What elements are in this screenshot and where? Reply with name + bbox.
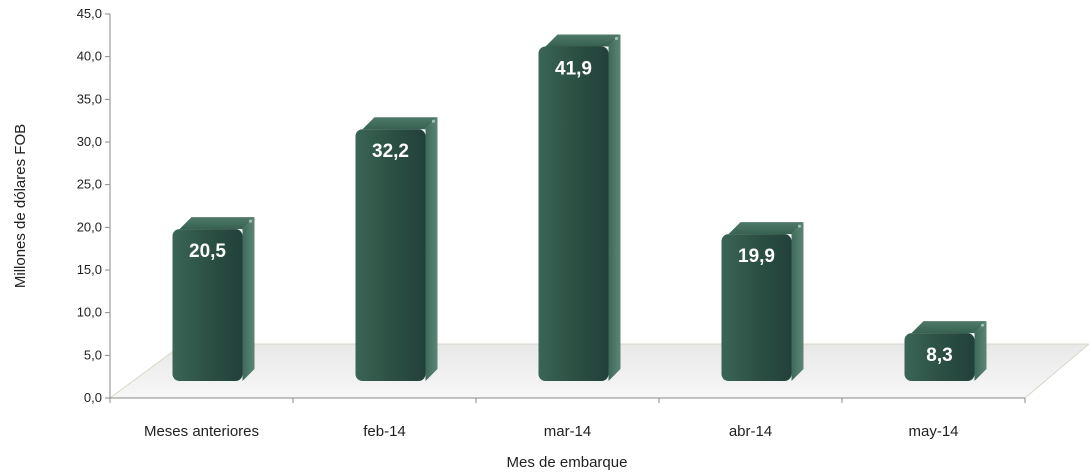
y-axis-ticks: 0,0 5,0 10,0 15,0 20,0 25,0 30,0 35,0 40,0 45,0 — [77, 6, 110, 405]
bar: 32,2 — [355, 117, 438, 381]
bars: 20,5 32,2 41,9 19,9 8,3 — [172, 34, 987, 381]
y-tick-label: 20,0 — [77, 219, 102, 234]
category-labels: Meses anteriores feb-14 mar-14 abr-14 may-14 — [144, 423, 959, 440]
bar-data-label: 32,2 — [372, 141, 409, 162]
x-axis-title: Mes de embarque — [507, 454, 628, 471]
y-axis-title: Millones de dólares FOB — [12, 124, 29, 288]
bar-highlight — [797, 224, 802, 228]
bar-highlight — [980, 323, 985, 327]
bar-side-face — [425, 117, 438, 381]
x-category-label: abr-14 — [729, 423, 772, 440]
bar-data-label: 41,9 — [555, 58, 592, 79]
x-category-label: mar-14 — [544, 423, 592, 440]
bar-highlight — [431, 119, 436, 123]
bar-top-face — [545, 34, 621, 47]
bar-side-face — [974, 321, 987, 381]
y-tick-label: 35,0 — [77, 91, 102, 106]
bar-top-face — [362, 117, 438, 130]
y-tick-label: 30,0 — [77, 134, 102, 149]
bar: 8,3 — [904, 321, 987, 381]
y-tick-label: 15,0 — [77, 262, 102, 277]
bar-front-face — [355, 129, 426, 381]
x-category-label: feb-14 — [363, 423, 406, 440]
bar-top-face — [728, 222, 804, 235]
bar-data-label: 8,3 — [926, 345, 952, 366]
x-category-label: may-14 — [908, 423, 958, 440]
y-tick-label: 5,0 — [84, 347, 102, 362]
x-axis-ticks — [109, 398, 1026, 403]
bar-data-label: 19,9 — [738, 246, 775, 267]
bar-side-face — [791, 222, 804, 381]
y-tick-label: 45,0 — [77, 6, 102, 21]
bar-top-face — [179, 217, 255, 230]
bar-front-face — [538, 46, 609, 381]
bar-highlight — [248, 219, 253, 223]
bar: 20,5 — [172, 217, 255, 381]
bar-front-face — [172, 229, 243, 381]
bar: 41,9 — [538, 34, 621, 381]
bar-top-face — [911, 321, 987, 334]
bar-front-face — [721, 234, 792, 381]
bar-side-face — [242, 217, 255, 381]
y-tick-label: 25,0 — [77, 177, 102, 192]
y-tick-label: 10,0 — [77, 305, 102, 320]
bar-highlight — [614, 36, 619, 41]
bar-side-face — [608, 34, 621, 381]
y-tick-label: 0,0 — [84, 390, 102, 405]
bar-front-face — [904, 333, 975, 381]
bar: 19,9 — [721, 222, 804, 381]
x-category-label: Meses anteriores — [144, 423, 259, 440]
y-tick-label: 40,0 — [77, 49, 102, 64]
bar-data-label: 20,5 — [189, 241, 226, 262]
